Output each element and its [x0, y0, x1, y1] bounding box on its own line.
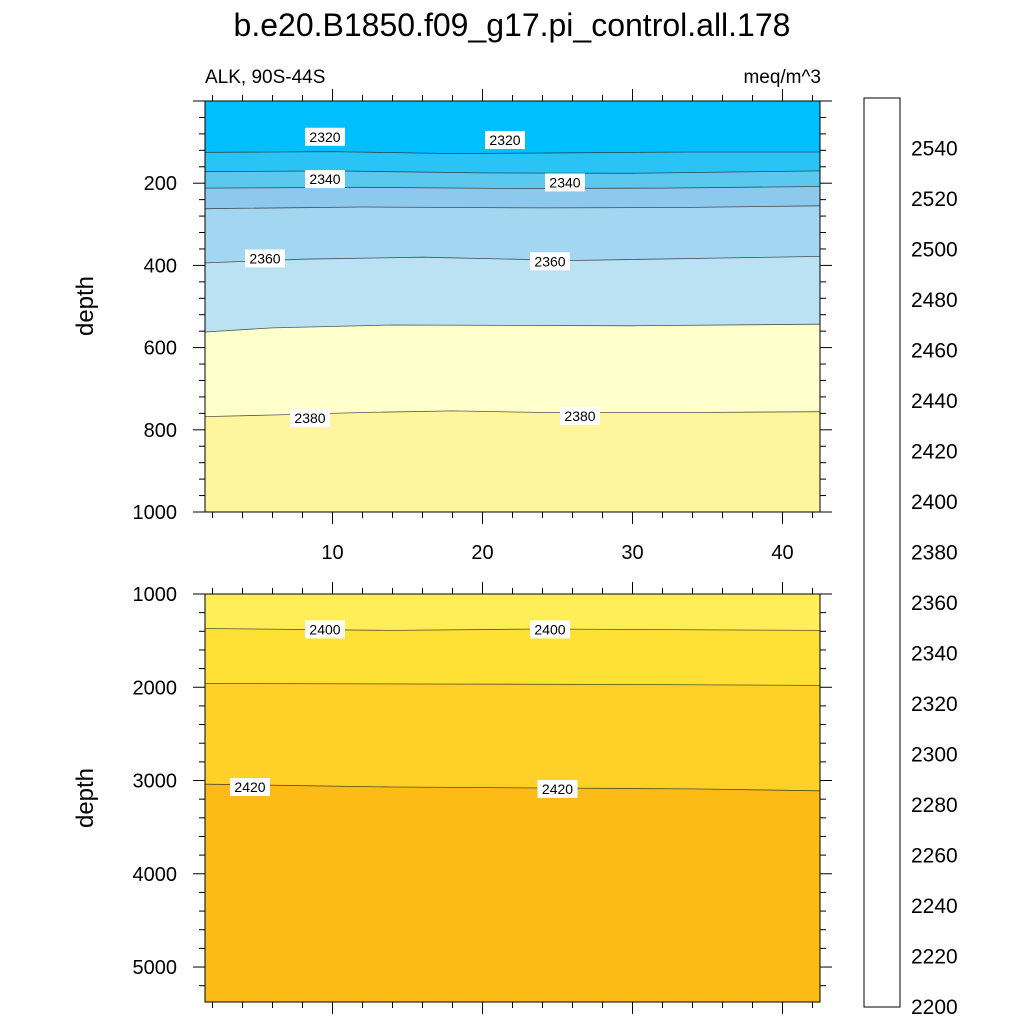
contour-label: 2340 — [305, 170, 345, 189]
contour-label: 2400 — [530, 620, 570, 639]
contour-line-2400 — [205, 628, 820, 631]
contour-label-text: 2320 — [489, 132, 520, 148]
plot-area: 2320 2320 2340 2340 2360 2360 2380 2380 — [205, 101, 820, 512]
y-axis-label: depth — [72, 768, 99, 828]
contour-line-2360 — [205, 256, 820, 264]
contour-line-2370 — [205, 323, 820, 333]
x-tick-label: 30 — [621, 542, 643, 564]
y-tick-label: 200 — [144, 173, 177, 195]
colorbar-label: 2340 — [911, 643, 958, 666]
colorbar-label: 2400 — [911, 491, 958, 514]
colorbar-label: 2480 — [911, 289, 958, 312]
x-tick-label: 10 — [321, 542, 343, 564]
colorbar-label: 2280 — [911, 794, 958, 817]
colorbar-label: 2200 — [911, 996, 958, 1019]
colorbar-label: 2520 — [911, 188, 958, 211]
contour-label-text: 2380 — [564, 408, 595, 424]
contour-label: 2380 — [560, 406, 600, 425]
contour-line-2330 — [205, 170, 820, 174]
y-tick-label: 600 — [144, 338, 177, 360]
panel-upper: 2320 2320 2340 2340 2360 2360 2380 2380 200 400 60… — [72, 89, 832, 564]
contour-label-text: 2340 — [549, 174, 580, 190]
contour-label: 2360 — [530, 252, 570, 271]
contour-label-text: 2400 — [309, 621, 340, 637]
colorbar-label: 2540 — [911, 138, 958, 161]
contour-line-2380 — [205, 410, 820, 417]
contour-label-text: 2380 — [294, 410, 325, 426]
chart-title: b.e20.B1850.f09_g17.pi_control.all.178 — [234, 7, 791, 43]
y-tick-label: 1000 — [133, 584, 178, 606]
colorbar-label: 2360 — [911, 592, 958, 615]
contour-label: 2400 — [305, 620, 345, 639]
colorbar-label: 2380 — [911, 542, 958, 565]
contour-label: 2320 — [305, 127, 345, 146]
colorbar-label: 2420 — [911, 441, 958, 464]
y-tick-label: 1000 — [133, 502, 178, 524]
contour-label: 2420 — [537, 779, 578, 798]
colorbar-label: 2220 — [911, 946, 958, 969]
y-tick-label: 3000 — [133, 771, 178, 793]
colorbar-label: 2460 — [911, 340, 958, 363]
contour-label-text: 2420 — [542, 781, 573, 797]
colorbar-label: 2240 — [911, 895, 958, 918]
contour-label-text: 2360 — [249, 250, 280, 266]
y-tick-label: 5000 — [133, 957, 178, 979]
panels: 2320 2320 2340 2340 2360 2360 2380 2380 200 400 60… — [72, 89, 832, 1014]
colorbar-label: 2440 — [911, 390, 958, 413]
y-tick-label: 800 — [144, 420, 177, 442]
plot-area: 2400 2400 2420 2420 — [205, 594, 820, 1002]
contour-label: 2360 — [245, 249, 285, 268]
colorbar: 2200 2220 2240 2260 2280 2300 2320 2340 2360 2380… — [863, 97, 958, 1019]
contour-label-text: 2320 — [309, 129, 340, 145]
band-fill-2420 — [205, 784, 820, 1002]
panel-lower: 2400 2400 2420 2420 1000 2000 3000 4000 5000 dept… — [72, 582, 832, 1014]
x-tick-label: 20 — [471, 542, 493, 564]
y-tick-label: 4000 — [133, 864, 178, 886]
colorbar-label: 2500 — [911, 239, 958, 262]
contour-label-text: 2360 — [534, 253, 565, 269]
y-tick-label: 2000 — [133, 677, 178, 699]
contour-line-2350 — [205, 205, 820, 210]
contour-label: 2340 — [545, 173, 585, 192]
y-axis-label: depth — [72, 276, 99, 336]
colorbar-label: 2300 — [911, 744, 958, 767]
contour-label: 2320 — [485, 131, 525, 150]
x-tick-label: 40 — [771, 542, 793, 564]
contour-label-text: 2340 — [309, 171, 340, 187]
contour-label: 2420 — [230, 778, 270, 797]
contour-line-2320 — [205, 151, 820, 155]
contour-label: 2380 — [290, 408, 330, 427]
colorbar-label: 2320 — [911, 693, 958, 716]
left-subtitle: ALK, 90S-44S — [205, 67, 325, 88]
colorbar-frame — [863, 97, 901, 1008]
contour-label-text: 2420 — [234, 779, 265, 795]
right-subtitle: meq/m^3 — [743, 67, 821, 88]
colorbar-label: 2260 — [911, 845, 958, 868]
y-tick-label: 400 — [144, 255, 177, 277]
band-fill-2380 — [205, 410, 820, 512]
contour-label-text: 2400 — [534, 621, 565, 637]
contour-line-2410 — [205, 683, 820, 686]
